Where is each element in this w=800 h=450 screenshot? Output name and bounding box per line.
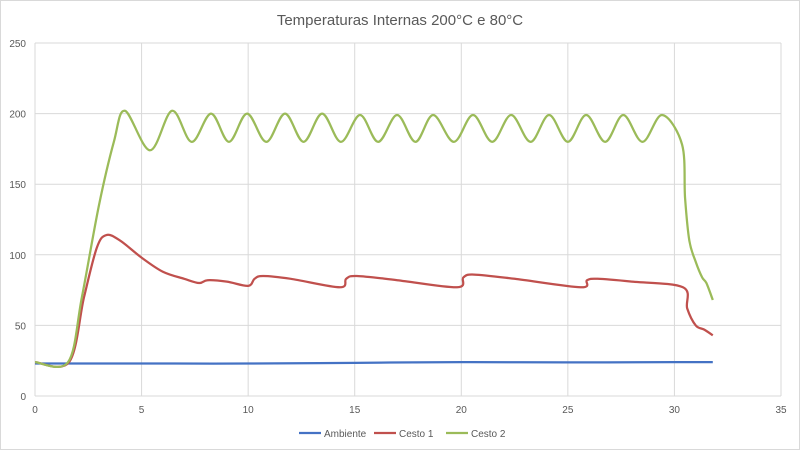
- series-line-cesto-1: [34, 233, 714, 368]
- gridlines: [34, 42, 782, 397]
- x-tick-label: 15: [349, 405, 361, 416]
- x-tick-label: 20: [456, 405, 468, 416]
- y-tick-label: 50: [15, 321, 27, 332]
- legend-item: Cesto 1: [374, 429, 434, 440]
- y-tick-label: 200: [9, 110, 26, 121]
- legend-label: Cesto 2: [471, 429, 506, 440]
- x-tick-label: 30: [669, 405, 681, 416]
- y-tick-label: 0: [20, 392, 26, 403]
- y-axis-ticks: 0 50 100 150 200 250: [9, 39, 26, 403]
- y-tick-label: 100: [9, 251, 26, 262]
- series-line-cesto-2: [34, 109, 714, 368]
- legend-item: Cesto 2: [446, 429, 506, 440]
- x-tick-label: 0: [32, 405, 38, 416]
- x-axis-ticks: 0 5 10 15 20 25 30 35: [32, 405, 787, 416]
- legend: Ambiente Cesto 1 Cesto 2: [299, 429, 506, 440]
- x-tick-label: 25: [562, 405, 574, 416]
- chart-title: Temperaturas Internas 200°C e 80°C: [277, 12, 523, 29]
- x-tick-label: 10: [243, 405, 255, 416]
- legend-label: Cesto 1: [399, 429, 434, 440]
- series-lines: [34, 109, 714, 368]
- legend-item: Ambiente: [299, 429, 367, 440]
- y-tick-label: 250: [9, 39, 26, 50]
- series-line-ambiente: [35, 360, 713, 365]
- legend-label: Ambiente: [324, 429, 367, 440]
- y-tick-label: 150: [9, 180, 26, 191]
- x-tick-label: 35: [775, 405, 787, 416]
- x-tick-label: 5: [139, 405, 145, 416]
